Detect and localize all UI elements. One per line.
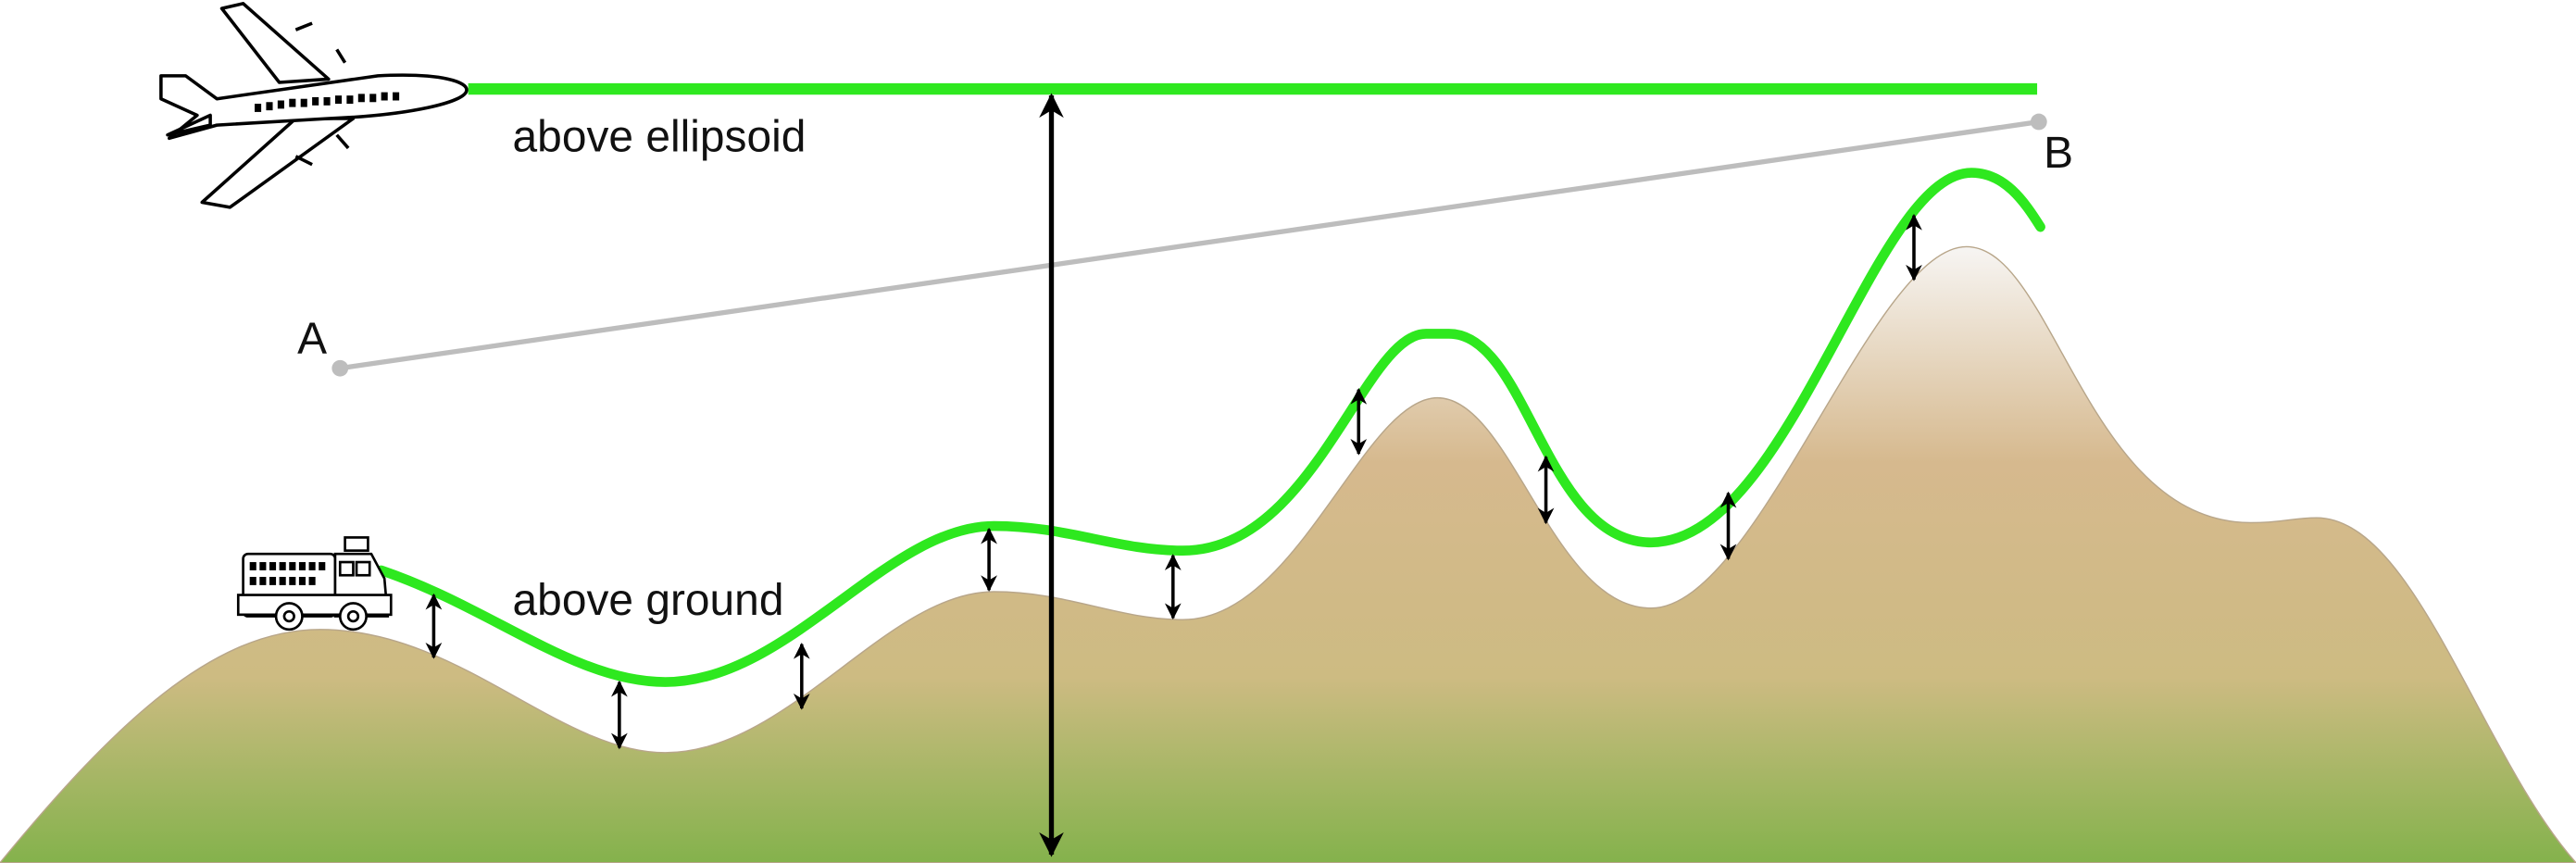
label-a: A — [297, 315, 327, 364]
line-a-b — [339, 119, 2040, 371]
label-ellipsoid: above ellipsoid — [513, 112, 807, 161]
terrain — [0, 245, 2576, 863]
point-b — [2030, 113, 2047, 131]
label-ground: above ground — [513, 576, 784, 625]
ground-height-arrows — [425, 213, 1922, 750]
ground-offset-line — [376, 168, 2045, 687]
label-b: B — [2044, 129, 2073, 178]
truck-icon — [236, 536, 393, 632]
point-a — [331, 359, 349, 377]
airplane-icon — [159, 2, 469, 209]
